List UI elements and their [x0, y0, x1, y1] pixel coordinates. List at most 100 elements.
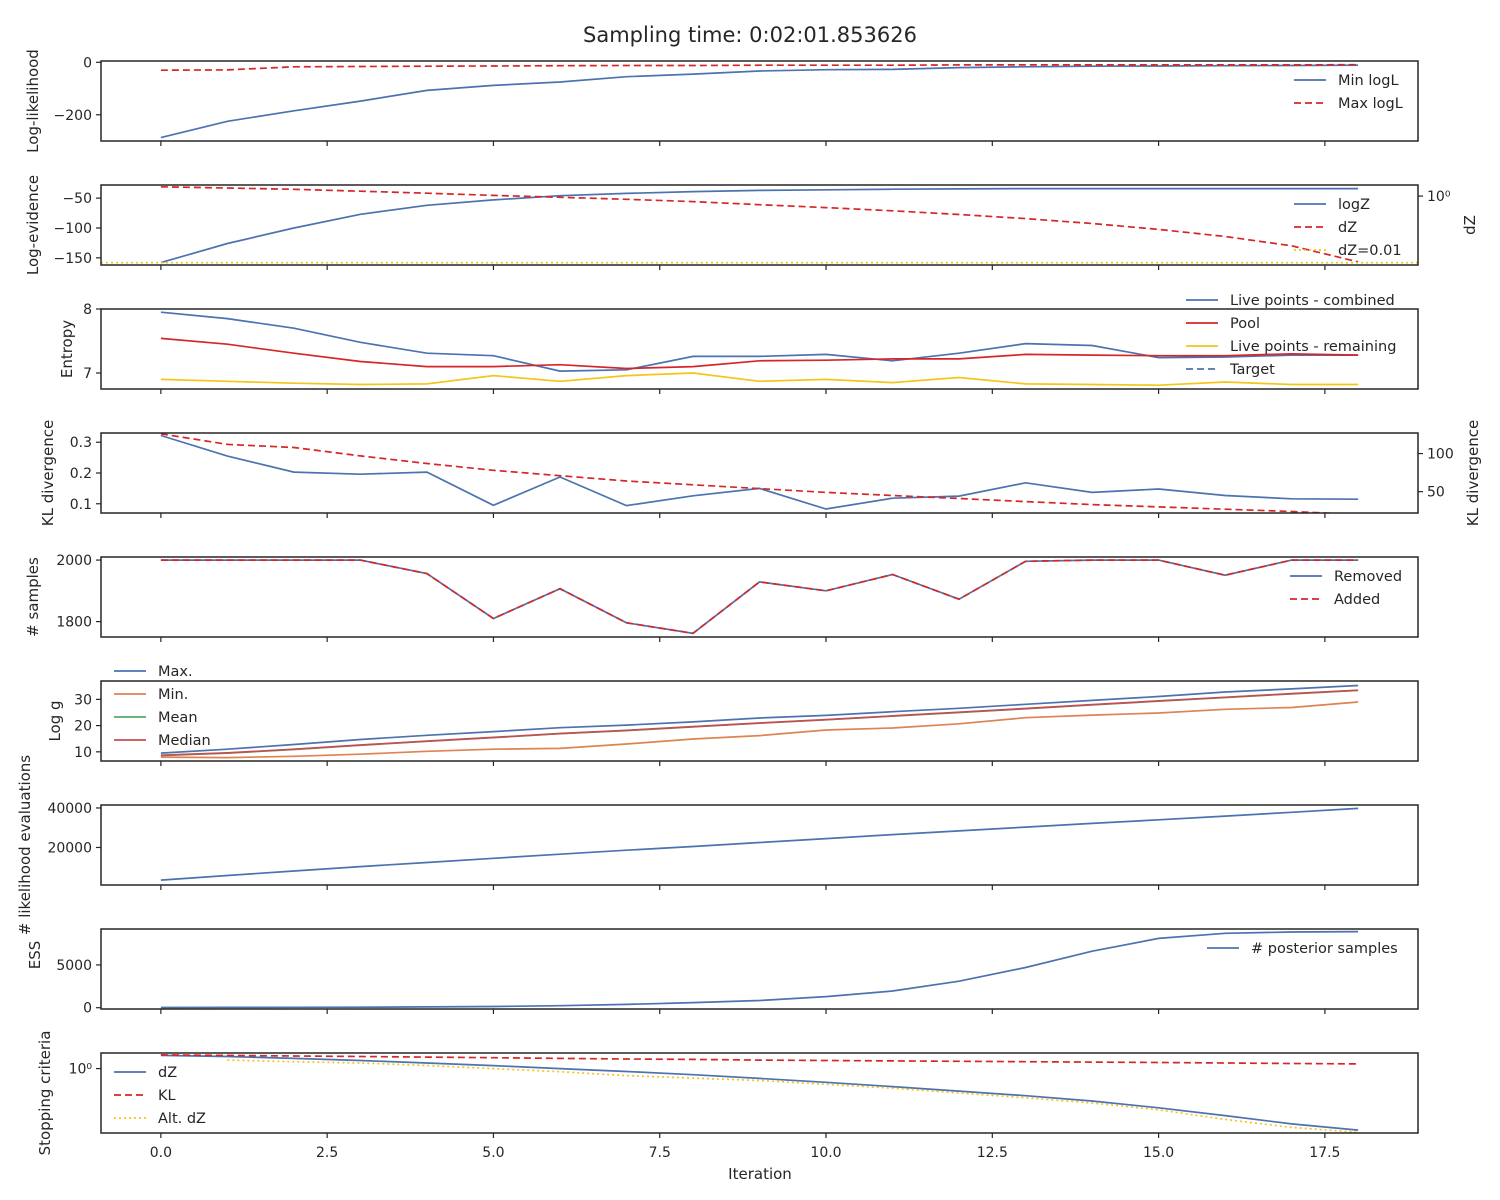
- y2-tick-label: 100: [1427, 447, 1454, 463]
- series-line-4-1: [160, 434, 1359, 510]
- series-line-3-1: [160, 311, 1359, 372]
- y-axis-label: Log g: [46, 700, 64, 741]
- panel-frame: [100, 1052, 1419, 1134]
- panel-4: 0.3 0.2 0.1 100 50 KL divergence KL divergence: [39, 420, 1482, 526]
- y2-tick-label: 50: [1427, 485, 1445, 501]
- legend-label: Min.: [158, 687, 188, 703]
- y-tick-label: 20: [74, 719, 92, 735]
- y-tick-label: 10: [74, 745, 92, 761]
- series-line-3-3: [160, 372, 1359, 387]
- series-line-9-2: [160, 1054, 1359, 1065]
- y-tick-label: 40000: [47, 801, 92, 817]
- series-line-6-1: [160, 684, 1359, 754]
- panel-frame: [100, 308, 1419, 390]
- legend-label: Median: [158, 733, 211, 749]
- y-tick-label: 30: [74, 692, 92, 708]
- x-tick-label: 10.0: [810, 1145, 841, 1161]
- y-axis-label: # samples: [24, 557, 42, 637]
- y-tick-label: 7: [83, 366, 92, 382]
- panel-frame: [100, 556, 1419, 638]
- panel-1: 0 −200 Log-likelihood Min logL Max logL: [24, 49, 1419, 153]
- y-tick-label: −200: [54, 108, 92, 124]
- series-line-8-1: [160, 930, 1359, 1009]
- x-tick-label: 2.5: [316, 1145, 338, 1161]
- series-line-7-1: [160, 807, 1359, 881]
- y2-axis-label: KL divergence: [1464, 420, 1482, 526]
- y-axis-label: KL divergence: [39, 420, 57, 526]
- series-line-1-2: [160, 63, 1359, 72]
- legend-label: Max.: [158, 664, 193, 680]
- panels-group: 0 −200 Log-likelihood Min logL Max logL −50 −1…: [24, 49, 1482, 1161]
- legend-label: Added: [1334, 592, 1380, 608]
- series-line-2-1: [160, 187, 1359, 264]
- y-tick-label: 10⁰: [69, 1062, 93, 1078]
- legend-label: Mean: [158, 710, 198, 726]
- legend-label: dZ=0.01: [1338, 243, 1402, 259]
- series-line-1-1: [160, 64, 1359, 139]
- panel-9: 10⁰ 0.0 2.5 5.0 7.5 10.0 12.5 15.0 17.5 Stopping …: [36, 1031, 1419, 1161]
- y-tick-label: −150: [54, 251, 92, 267]
- legend-label: Live points - combined: [1230, 293, 1395, 309]
- y-tick-label: 2000: [56, 553, 92, 569]
- panel-frame: [100, 184, 1419, 266]
- legend-label: Max logL: [1338, 96, 1403, 112]
- legend-label: Removed: [1334, 569, 1402, 585]
- panel-2: −50 −100 −150 10⁰ Log-evidence dZ logZ dZ dZ=0.0…: [24, 175, 1479, 275]
- panel-frame: [100, 804, 1419, 886]
- shared-ylabel-likelihood-evaluations: # likelihood evaluations: [16, 755, 34, 935]
- x-tick-label: 7.5: [649, 1145, 671, 1161]
- panel-frame: [100, 60, 1419, 142]
- panel-5: 2000 1800 # samples Removed Added: [24, 553, 1419, 642]
- y-tick-label: 0.3: [70, 435, 92, 451]
- legend-label: Target: [1229, 362, 1275, 378]
- panel-8: 5000 0 ESS # posterior samples: [26, 928, 1419, 1017]
- series-line-3-2: [160, 337, 1359, 370]
- panel-6: 30 20 10 Log g Max. Min. Mean Median: [46, 664, 1419, 766]
- y-tick-label: 5000: [56, 958, 92, 974]
- series-line-5-1: [160, 559, 1359, 635]
- legend-label: # posterior samples: [1251, 941, 1398, 957]
- legend-label: Alt. dZ: [158, 1111, 206, 1127]
- y-axis-label: Stopping criteria: [36, 1031, 54, 1156]
- legend-label: dZ: [1338, 220, 1357, 236]
- series-line-4-2: [160, 433, 1344, 513]
- y-axis-label: Log-likelihood: [24, 49, 42, 153]
- x-tick-label: 0.0: [150, 1145, 172, 1161]
- series-line-2-2: [160, 185, 1359, 263]
- y-tick-label: 1800: [56, 615, 92, 631]
- x-tick-label: 5.0: [482, 1145, 504, 1161]
- y-tick-label: −50: [62, 191, 92, 207]
- panel-3: 8 7 Entropy Live points - combined Pool Live …: [58, 293, 1419, 394]
- legend-label: Pool: [1230, 316, 1260, 332]
- y-tick-label: −100: [54, 221, 92, 237]
- legend-label: Live points - remaining: [1230, 339, 1396, 355]
- series-line-5-2: [160, 559, 1359, 635]
- panel-frame: [100, 928, 1419, 1010]
- y-tick-label: 0: [83, 1001, 92, 1017]
- y-axis-label: ESS: [26, 941, 44, 970]
- x-tick-label: 15.0: [1143, 1145, 1174, 1161]
- x-tick-label: 17.5: [1309, 1145, 1340, 1161]
- series-line-9-1: [160, 1054, 1359, 1131]
- figure-title: Sampling time: 0:02:01.853626: [583, 23, 917, 47]
- legend-label: KL: [158, 1088, 176, 1104]
- y-tick-label: 20000: [47, 840, 92, 856]
- y-tick-label: 0.1: [70, 497, 92, 513]
- panel-frame: [100, 680, 1419, 762]
- y2-tick-label: 10⁰: [1427, 189, 1451, 205]
- series-line-9-3: [227, 1059, 1359, 1133]
- y2-axis-label: dZ: [1461, 215, 1479, 235]
- y-axis-label: Log-evidence: [24, 175, 42, 275]
- legend-label: dZ: [158, 1065, 177, 1081]
- series-line-6-2: [160, 701, 1359, 759]
- series-line-6-4: [160, 689, 1359, 757]
- y-tick-label: 8: [83, 302, 92, 318]
- panel-7: 40000 20000: [47, 801, 1419, 890]
- legend-label: logZ: [1338, 197, 1370, 213]
- y-tick-label: 0: [83, 55, 92, 71]
- x-axis-label: Iteration: [728, 1165, 792, 1183]
- y-tick-label: 0.2: [70, 466, 92, 482]
- y-axis-label: Entropy: [58, 320, 76, 378]
- legend-label: Min logL: [1338, 73, 1399, 89]
